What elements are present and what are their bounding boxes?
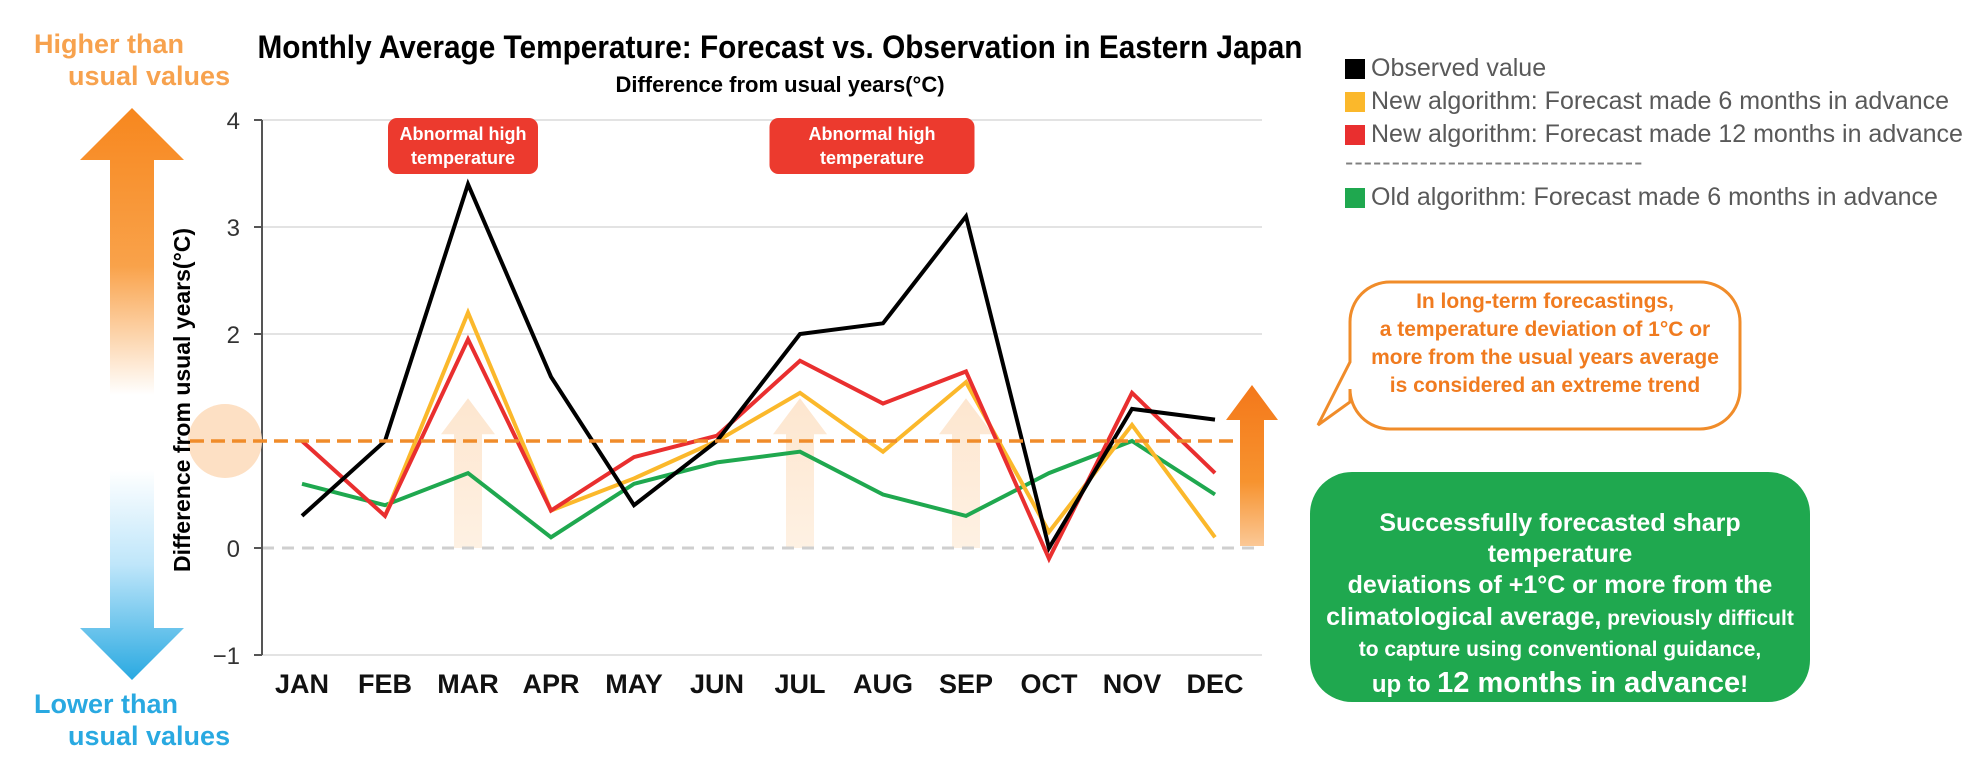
x-tick-label-dec: DEC [1186, 669, 1243, 699]
lower-than-usual-label: Lower than usual values [34, 688, 230, 752]
success-line4: to capture using conventional guidance, [1358, 638, 1762, 661]
abnormal-label-line2-jul: temperature [820, 148, 924, 168]
callout-line2: a temperature deviation of 1°C or [1379, 318, 1711, 341]
x-tick-label-nov: NOV [1103, 669, 1162, 699]
callout-line3: more from the usual years average [1371, 346, 1719, 369]
series-line-observed [300, 178, 1216, 554]
legend-swatch-observed [1345, 58, 1365, 79]
success-line5a: up to [1371, 671, 1438, 698]
legend-swatch-old6 [1345, 187, 1365, 208]
abnormal-label-line2-mar: temperature [411, 148, 515, 168]
callout-line4: is considered an extreme trend [1389, 374, 1701, 397]
success-line1: Successfully forecasted sharp temperatur… [1379, 509, 1741, 568]
higher-label-line2: usual values [68, 61, 231, 91]
legend: Observed value New algorithm: Forecast m… [1345, 52, 1963, 214]
legend-swatch-new6 [1345, 91, 1365, 112]
legend-item-observed: Observed value [1345, 52, 1963, 85]
legend-label-observed: Observed value [1371, 54, 1547, 82]
higher-arrow-icon [80, 108, 184, 395]
higher-than-usual-label: Higher than usual values [34, 28, 230, 92]
abnormal-box-jul [769, 118, 975, 174]
abnormal-box-mar [388, 118, 538, 174]
x-tick-label-jun: JUN [690, 669, 744, 699]
highlight-arrow-sep [939, 398, 993, 548]
y-tick-label-4: 4 [227, 108, 240, 135]
x-tick-label-sep: SEP [939, 669, 993, 699]
legend-label-new6: New algorithm: Forecast made 6 months in… [1371, 87, 1950, 115]
success-line2: deviations of +1°C or more from the [1347, 571, 1773, 599]
abnormal-label-line1-mar: Abnormal high [400, 124, 527, 144]
callout-bubble [1316, 280, 1742, 431]
success-line3a: climatological average, [1326, 603, 1602, 631]
x-tick-label-aug: AUG [853, 669, 913, 699]
legend-item-new12: New algorithm: Forecast made 12 months i… [1345, 118, 1963, 151]
chart-subtitle: Difference from usual years(°C) [615, 72, 944, 97]
y-axis-label: Difference from usual years(°C) [169, 228, 195, 572]
right-up-arrow-icon [1226, 385, 1278, 546]
legend-item-new6: New algorithm: Forecast made 6 months in… [1345, 85, 1963, 118]
lower-label-line2: usual values [68, 721, 231, 751]
y-tick-label-3: 3 [227, 215, 240, 242]
callout-text: In long-term forecastings, a temperature… [1340, 288, 1750, 400]
success-line5c: ! [1740, 671, 1749, 698]
legend-swatch-new12 [1345, 124, 1365, 145]
x-tick-label-oct: OCT [1021, 669, 1079, 699]
series-line-new6 [383, 307, 1217, 539]
higher-label-line1: Higher than [34, 29, 185, 59]
series-line-new12 [300, 334, 1217, 564]
x-tick-label-jul: JUL [774, 669, 825, 699]
lower-label-line1: Lower than [34, 689, 179, 719]
success-line5: up to 12 months in advance! [1310, 665, 1810, 703]
x-tick-label-feb: FEB [358, 669, 412, 699]
abnormal-label-line1-jul: Abnormal high [809, 124, 936, 144]
legend-separator: -------------------------------- [1345, 151, 1644, 176]
highlight-arrow-jul [773, 398, 827, 548]
chart-title: Monthly Average Temperature: Forecast vs… [258, 29, 1303, 65]
x-tick-label-may: MAY [605, 669, 663, 699]
success-box: Successfully forecasted sharp temperatur… [1310, 472, 1810, 702]
series-line-old6 [301, 438, 1217, 540]
y-tick-label-2: 2 [227, 322, 240, 349]
success-line3: climatological average, previously diffi… [1310, 601, 1810, 635]
chart-plot: −101234JANFEBMARAPRMAYJUNJULAUGSEPOCTNOV… [169, 29, 1303, 699]
legend-label-old6: Old algorithm: Forecast made 6 months in… [1371, 183, 1938, 211]
legend-item-old6: Old algorithm: Forecast made 6 months in… [1345, 181, 1963, 214]
y-tick-label-0: 0 [227, 536, 240, 563]
success-line3b: previously difficult [1601, 607, 1794, 630]
callout-line1: In long-term forecastings, [1416, 290, 1674, 313]
x-tick-label-mar: MAR [437, 669, 499, 699]
success-line5b: 12 months in advance [1437, 667, 1741, 699]
y-tick-label--1: −1 [213, 643, 240, 670]
x-tick-label-jan: JAN [275, 669, 329, 699]
lower-arrow-icon [80, 470, 184, 680]
legend-label-new12: New algorithm: Forecast made 12 months i… [1371, 120, 1963, 148]
x-tick-label-apr: APR [522, 669, 579, 699]
